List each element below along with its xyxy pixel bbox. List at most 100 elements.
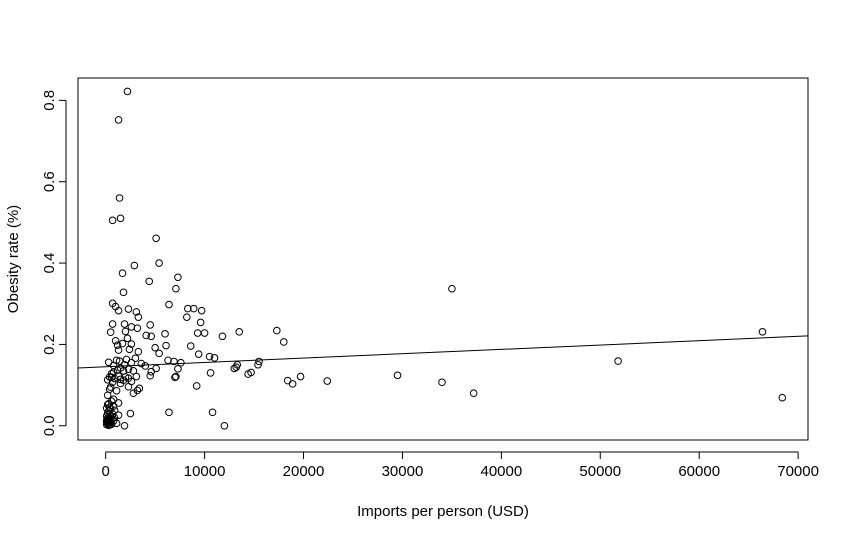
data-point [206,369,215,377]
data-point [114,346,123,354]
data-point [103,391,112,400]
data-point [208,408,217,417]
y-tick-label: 0.2 [41,334,58,355]
data-point [118,339,127,348]
data-point [469,389,478,398]
data-point [393,371,402,380]
data-point [323,377,332,385]
data-point [121,327,130,336]
data-point [165,408,173,417]
data-point [116,214,125,223]
data-point [186,342,195,350]
data-point [123,334,132,343]
data-point [115,194,124,202]
data-point [145,277,154,286]
data-point [135,384,144,393]
data-point [124,365,133,374]
x-tick-label: 70000 [777,463,819,480]
data-point [108,320,117,328]
data-point [283,376,292,385]
data-point [108,216,117,225]
data-point [110,374,119,383]
data-point [279,338,288,346]
data-point [127,358,136,367]
data-point [152,364,160,373]
data-point [172,284,180,293]
data-point [174,365,182,373]
data-point [170,357,178,366]
data-point [235,328,244,336]
data-point [230,364,239,373]
data-point [120,421,129,430]
data-point [448,284,456,293]
regression-line [77,335,809,369]
data-point [174,273,182,282]
data-point [254,360,262,369]
data-point [124,305,133,313]
data-point [124,382,133,391]
data-point [110,406,119,415]
y-tick-label: 0.0 [41,415,58,436]
data-point [255,357,263,366]
data-point [104,358,113,367]
data-point [152,234,160,243]
data-point [132,372,141,381]
data-point [177,358,185,367]
data-point [183,313,191,321]
data-point [151,343,159,352]
data-point [126,409,135,418]
regression-line-group [77,335,809,369]
data-point [194,350,203,358]
data-point [118,269,127,278]
x-tick-label: 40000 [481,463,523,480]
data-point [116,375,125,384]
data-point [134,347,143,356]
data-point [103,376,112,384]
data-point [137,359,146,368]
x-tick-label: 0 [102,463,110,480]
data-point [109,361,118,370]
data-point [123,87,132,96]
data-point [104,421,113,430]
data-point [244,370,252,378]
data-point [104,400,113,408]
y-tick-label: 0.8 [41,90,58,111]
data-point [146,321,155,329]
data-point [210,354,219,362]
y-axis-title: Obesity rate (%) [5,205,22,313]
data-point [273,326,281,335]
x-tick-label: 60000 [678,463,720,480]
data-point [129,389,138,398]
data-point [114,399,123,407]
data-point [778,393,787,402]
plot-frame [77,77,809,441]
y-tick-label: 0.4 [41,253,58,274]
data-point [119,288,128,297]
data-point [232,363,241,371]
x-tick-label: 20000 [283,463,325,480]
data-point [614,357,622,365]
data-point [134,313,143,321]
data-point [296,372,305,381]
data-point [108,378,117,387]
scatter-points [102,87,787,430]
data-point [120,320,129,328]
data-point [112,419,121,428]
data-point [114,411,123,419]
data-point [220,421,229,430]
data-point [197,306,206,315]
data-point [111,336,120,345]
data-point [205,352,214,361]
data-point [147,367,155,376]
data-point [114,116,123,124]
data-point [196,318,205,327]
data-point [116,379,125,388]
data-point [130,261,139,270]
data-point [129,367,138,375]
data-point [200,329,209,337]
data-point [105,385,114,393]
y-axis: 0.0 0.2 0.4 0.6 0.8 [41,90,67,436]
y-tick-label: 0.6 [41,171,58,192]
